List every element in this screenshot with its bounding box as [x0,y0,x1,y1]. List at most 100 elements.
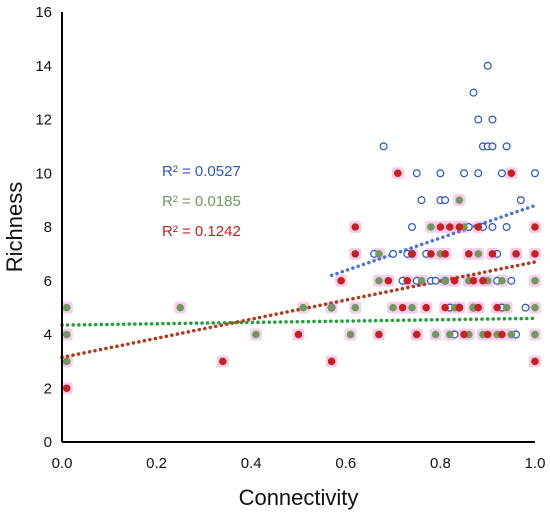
y-tick-label: 6 [44,273,52,290]
y-tick-label: 14 [35,58,52,75]
x-tick-label: 0.8 [430,455,451,472]
data-point-s2-35 [531,223,539,231]
data-point-s2-15 [427,250,435,258]
r-squared-labels: R² = 0.0527 R² = 0.0185 R² = 0.1242 [162,163,241,240]
data-point-s2-32 [498,330,506,339]
data-point-s1-36 [531,303,539,312]
data-point-s1-2 [62,357,71,366]
x-tick-label: 0.6 [335,455,356,472]
data-point-s2-5 [351,223,360,231]
data-point-s1-19 [446,330,454,339]
data-point-s1-21 [455,196,464,204]
y-tick-label: 16 [35,4,52,21]
r-squared-label-2: R² = 0.1242 [162,223,241,240]
trend-line-0 [329,203,537,278]
data-point-s0-13 [431,276,440,285]
data-point-s0-7 [408,223,417,232]
y-tick-label: 0 [44,434,52,451]
data-point-s2-17 [441,250,449,258]
data-point-s1-1 [62,330,71,339]
data-point-s2-16 [436,223,445,231]
data-point-s0-26 [474,169,483,178]
data-point-s2-14 [422,303,431,312]
data-point-s0-33 [488,223,497,232]
data-point-s0-21 [460,169,469,178]
data-point-s1-35 [531,276,539,285]
data-point-s1-0 [62,303,71,312]
data-point-s0-43 [521,303,530,312]
data-point-s2-12 [408,250,416,258]
data-point-s1-5 [299,303,308,312]
y-axis-title: Richness [2,182,27,272]
data-point-s2-28 [479,276,487,285]
y-tick-label: 4 [44,327,52,344]
data-point-s1-26 [474,250,483,258]
x-tick-label: 0.2 [146,455,167,472]
axes [61,12,535,443]
data-point-s1-37 [531,330,539,339]
data-point-s0-30 [483,61,492,70]
data-point-s2-6 [351,250,360,258]
data-point-s0-10 [417,196,426,205]
data-point-s0-39 [502,223,511,232]
data-point-s2-31 [493,303,501,312]
r-squared-label-1: R² = 0.0185 [162,193,241,210]
y-tick-label: 8 [44,219,52,236]
data-point-s2-27 [474,303,483,312]
data-point-s0-38 [502,142,511,151]
data-point-s2-18 [441,303,449,312]
data-point-s2-23 [460,330,468,339]
data-point-s1-14 [417,276,426,285]
data-point-s2-37 [531,357,539,366]
data-point-s2-19 [446,223,454,231]
y-tick-label: 10 [35,165,52,182]
data-point-s2-34 [512,250,520,258]
data-point-s1-4 [252,330,260,339]
data-point-s2-29 [483,330,492,339]
data-point-s0-36 [497,169,506,178]
data-points [62,61,539,393]
data-point-s2-21 [455,223,464,231]
data-point-s2-0 [62,384,71,393]
data-point-s2-10 [398,303,407,312]
data-point-s1-12 [408,303,416,312]
data-point-s2-22 [455,303,464,312]
data-point-s0-8 [412,169,421,178]
data-point-s1-16 [431,330,440,339]
x-tick-label: 0.0 [52,455,73,472]
data-point-s2-24 [464,250,473,258]
data-point-s0-42 [516,196,525,205]
data-point-s0-44 [530,169,539,178]
data-point-s1-6 [327,303,336,312]
data-point-s2-36 [531,250,539,258]
data-point-s2-1 [219,357,227,366]
y-tick-label: 12 [35,112,52,129]
data-point-s0-31 [488,115,497,124]
data-point-s2-26 [474,223,483,231]
data-point-s1-31 [498,276,506,285]
data-point-s0-14 [436,169,445,178]
data-point-s1-15 [427,223,435,231]
x-tick-label: 0.4 [241,455,262,472]
data-point-s2-4 [337,276,345,285]
data-point-s1-3 [176,303,185,312]
r-squared-label-0: R² = 0.0527 [162,163,241,180]
data-point-s2-33 [507,169,516,178]
data-point-s2-7 [375,330,383,339]
data-point-s0-3 [389,249,398,258]
data-point-s1-10 [375,250,383,258]
data-point-s2-11 [403,276,412,285]
data-point-s0-24 [469,88,478,97]
data-point-s0-2 [379,142,388,151]
data-point-s1-33 [507,330,516,339]
trend-line-1 [60,316,537,327]
tick-labels: 0.0 0.2 0.4 0.6 0.8 1.0 0 2 4 6 8 10 12 14 16 [35,4,545,472]
data-point-s1-11 [389,303,397,312]
x-axis-title: Connectivity [239,485,359,510]
data-point-s2-9 [394,169,402,178]
data-point-s0-25 [474,115,483,124]
data-point-s0-32 [488,142,497,151]
data-point-s1-18 [441,276,449,285]
data-point-s1-7 [346,330,355,339]
